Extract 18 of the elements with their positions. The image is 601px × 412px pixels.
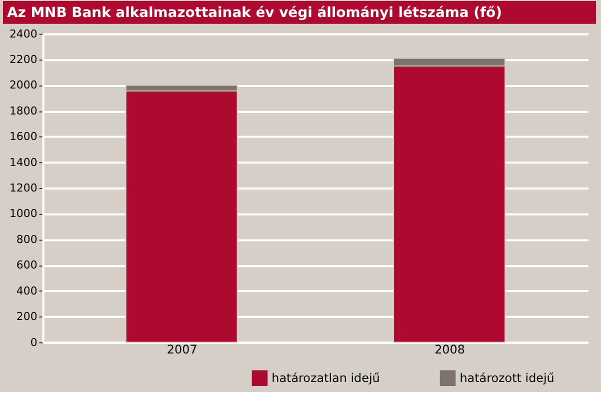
x-tick-label: 2007 (166, 342, 198, 357)
y-tick-label: 1200 (9, 182, 38, 195)
legend-label: határozott idejű (460, 371, 554, 386)
y-tick-label: 2200 (9, 52, 38, 66)
y-tick-label: 200 (16, 310, 38, 324)
y-tick-label: 400 (16, 284, 38, 298)
y-tick-label: 1000 (9, 207, 38, 220)
y-tick-label: 600 (16, 258, 38, 272)
y-tick-label: 1600 (9, 130, 38, 144)
legend-label: határozatlan idejű (272, 371, 380, 386)
x-tick-label: 2008 (434, 342, 465, 357)
y-tick-label: 1400 (9, 156, 38, 169)
y-tick-label: 800 (16, 232, 38, 246)
y-tick-label: 2400 (9, 27, 38, 40)
y-tick-label: 0 (30, 336, 38, 349)
y-tick-label: 1800 (9, 104, 38, 118)
chart-title: Az MNB Bank alkalmazottainak év végi állományi létszáma (fő) (6, 4, 502, 21)
y-tick-label: 2000 (9, 78, 38, 92)
